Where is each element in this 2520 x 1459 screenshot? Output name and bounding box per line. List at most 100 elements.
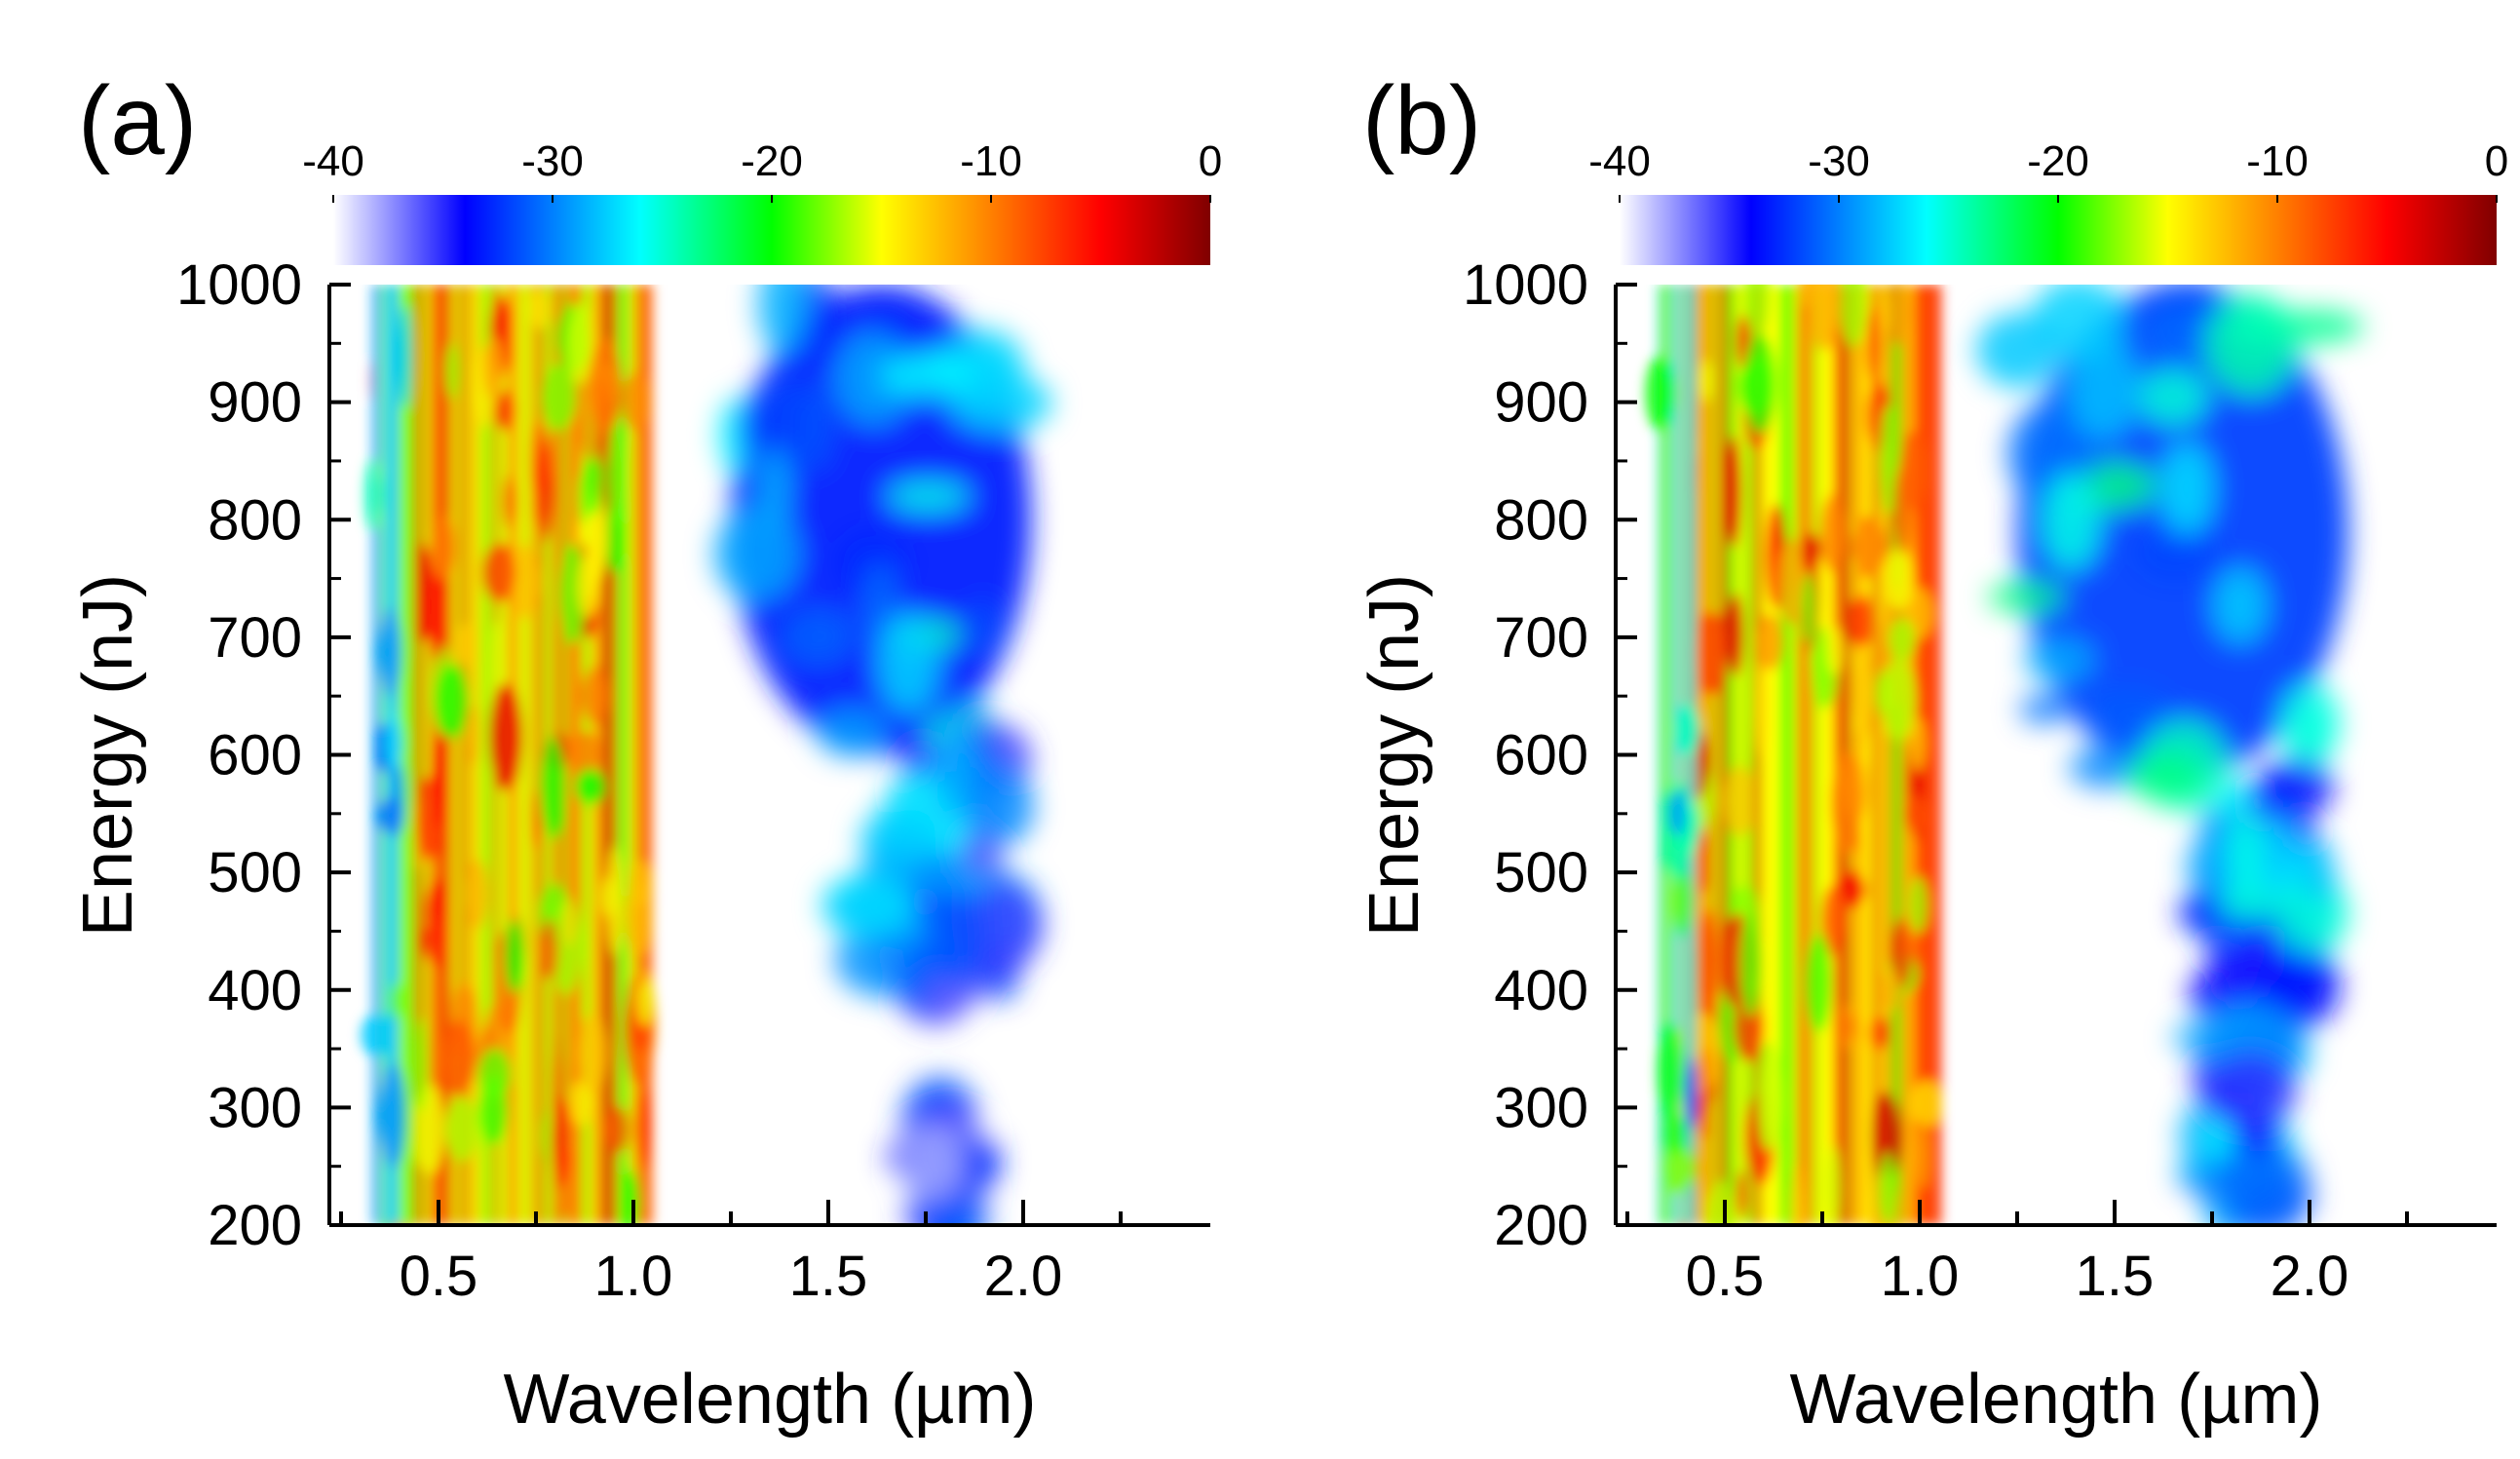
colorbar: -40 -30 -20 -10 0 — [1588, 137, 2508, 265]
heatmap-blotch — [878, 613, 939, 713]
heatmap-blotch — [937, 851, 970, 895]
colorbar-gradient — [333, 195, 1210, 265]
heatmap-blotch — [1761, 1047, 1783, 1151]
heatmap-streak — [1755, 285, 1762, 1225]
heatmap-blotch — [2307, 842, 2335, 906]
y-tick-label: 300 — [208, 1076, 302, 1139]
colorbar-tick-label: -40 — [1588, 137, 1651, 185]
heatmap-blotch — [1868, 1015, 1889, 1052]
y-tick-label: 600 — [208, 724, 302, 787]
heatmap-blotch — [1705, 1179, 1737, 1225]
heatmap-streak — [1720, 285, 1725, 1225]
y-axis-label: Energy (nJ) — [69, 574, 147, 937]
heatmap-streak — [637, 285, 645, 1225]
heatmap-blotch — [2201, 1052, 2298, 1131]
heatmap-blotch — [605, 1105, 630, 1154]
heatmap-blotch — [561, 900, 575, 946]
colorbar-ticks: -40 -30 -20 -10 0 — [302, 137, 1222, 203]
heatmap-blotch — [422, 914, 450, 967]
heatmap-streak — [1673, 285, 1677, 1225]
heatmap-blotch — [1878, 1151, 1896, 1225]
heatmap-streak — [599, 285, 610, 1225]
x-ticks: 0.5 1.0 1.5 2.0 — [1625, 1200, 2409, 1308]
heatmap-blotch — [1819, 493, 1848, 573]
x-tick-label: 2.0 — [2271, 1245, 2349, 1308]
heatmap-blotch — [1911, 1080, 1942, 1129]
heatmap-streak — [477, 285, 489, 1225]
y-ticks: 200 300 400 500 600 700 800 900 1000 — [176, 253, 351, 1257]
heatmap-blotch — [636, 979, 653, 1027]
heatmap-blotch — [467, 704, 481, 765]
heatmap-streak — [1679, 285, 1689, 1225]
heatmap-streak — [1882, 285, 1891, 1225]
heatmap-blotch — [1892, 463, 1912, 556]
heatmap-streak — [627, 285, 636, 1225]
heatmap-blotch — [1852, 645, 1873, 740]
heatmap-blotch — [605, 845, 625, 956]
heatmap-blotch — [551, 1093, 569, 1190]
heatmap-blotch — [380, 1061, 406, 1171]
heatmap-blotch — [2138, 368, 2208, 426]
heatmap-blotch — [966, 766, 1035, 847]
heatmap-blotch — [834, 331, 912, 426]
y-ticks: 200 300 400 500 600 700 800 900 1000 — [1463, 253, 1637, 1257]
heatmap-blotch — [530, 288, 551, 329]
x-axis-label: Wavelength (µm) — [504, 1361, 1037, 1439]
heatmap-blotch — [2205, 292, 2298, 396]
heatmap-streak — [1808, 285, 1815, 1225]
colorbar: -40 -30 -20 -10 0 — [302, 137, 1222, 265]
panel-b: (b) -40 -30 -20 -10 0 0.5 1.0 1.5 2.0 200 300 400… — [1355, 66, 2508, 1439]
plot-area: 0.5 1.0 1.5 2.0 200 300 400 500 600 700 800 900 100… — [1463, 253, 2497, 1308]
heatmap-blotch — [2186, 843, 2228, 891]
heatmap-blotch — [411, 1083, 446, 1175]
heatmap-blotch — [589, 337, 623, 434]
x-tick-label: 1.0 — [594, 1245, 673, 1308]
heatmap-blotch — [621, 372, 650, 431]
heatmap-blotch — [782, 607, 856, 666]
heatmap-blotch — [888, 481, 969, 512]
heatmap-blotch — [1833, 889, 1848, 945]
heatmap-blotch — [1884, 547, 1914, 611]
colorbar-tick-label: -20 — [741, 137, 803, 185]
heatmap-blotch — [1788, 1165, 1804, 1225]
heatmap-blotch — [2126, 751, 2204, 802]
heatmap-blotch — [902, 941, 933, 1016]
plot-area: 0.5 1.0 1.5 2.0 200 300 400 500 600 700 800 900 100… — [176, 253, 1210, 1308]
heatmap-streak — [1887, 285, 1892, 1225]
heatmap-streak — [1869, 285, 1882, 1225]
heatmap-streak — [466, 285, 470, 1225]
heatmap-blotch — [607, 421, 625, 528]
heatmap-blotch — [1805, 933, 1832, 1033]
heatmap-blotch — [1808, 285, 1841, 351]
x-tick-label: 0.5 — [400, 1245, 478, 1308]
y-tick-label: 1000 — [176, 253, 302, 317]
heatmap-blotch — [379, 796, 403, 835]
heatmap-blotch — [2069, 747, 2143, 788]
heatmap-blotch — [2217, 891, 2286, 920]
heatmap-blotch — [1725, 435, 1742, 549]
heatmap-blotch — [900, 1123, 964, 1202]
colorbar-tick-label: -20 — [2027, 137, 2089, 185]
heatmap-blotch — [2215, 941, 2283, 990]
heatmap-streak — [1665, 285, 1672, 1225]
heatmap-blotch — [1657, 1021, 1684, 1121]
heatmap-blotch — [435, 664, 470, 740]
colorbar-tick-label: -10 — [2246, 137, 2309, 185]
heatmap-blotch — [578, 1013, 608, 1094]
heatmap-detail-layer — [1645, 285, 1942, 1225]
heatmap-blotch — [1744, 285, 1772, 339]
heatmap-streak — [456, 285, 464, 1225]
heatmap-blotch — [1722, 765, 1756, 837]
y-tick-label: 900 — [208, 371, 302, 435]
heatmap-blotch — [1800, 571, 1816, 646]
heatmap-blotch — [1756, 613, 1784, 671]
y-tick-label: 900 — [1494, 371, 1588, 435]
x-tick-label: 1.0 — [1881, 1245, 1960, 1308]
heatmap-streak — [1929, 285, 1942, 1225]
heatmap-blotch — [758, 448, 790, 529]
heatmap-blotch — [1743, 333, 1776, 435]
heatmap-blotch — [444, 1096, 479, 1162]
y-tick-label: 700 — [208, 606, 302, 670]
heatmap-blotch — [540, 736, 566, 840]
heatmap-blotch — [1839, 1005, 1854, 1050]
